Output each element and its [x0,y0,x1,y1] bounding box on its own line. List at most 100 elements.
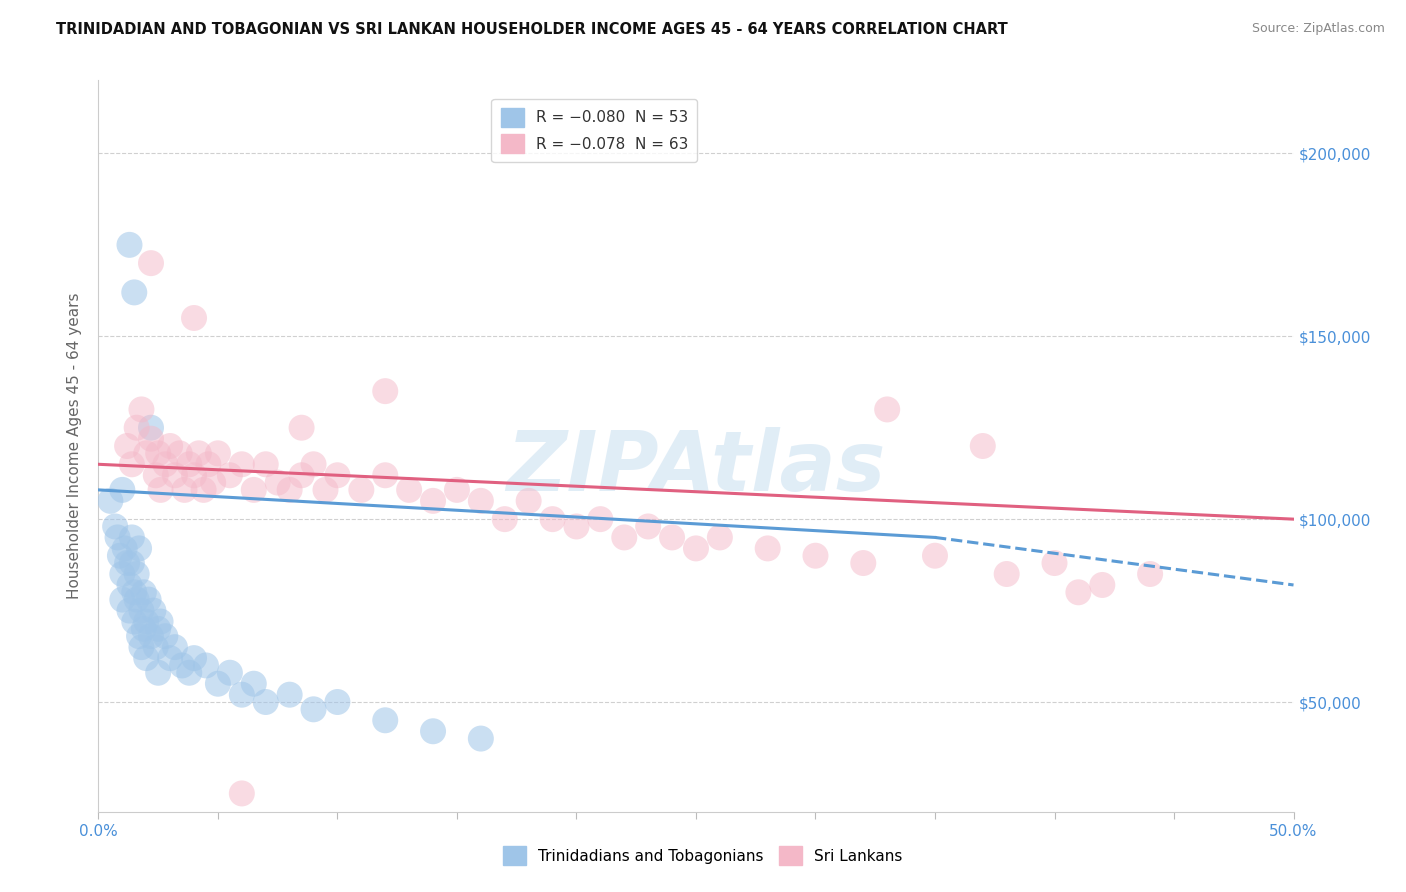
Point [115,556,138,570]
Point [326,468,349,483]
Point [108,549,131,563]
Point [172,658,194,673]
Point [104,519,127,533]
Point [142,603,165,617]
Point [924,549,946,563]
Point [131,402,153,417]
Point [470,493,492,508]
Point [159,651,181,665]
Point [121,530,143,544]
Point [852,556,875,570]
Point [193,483,215,497]
Point [876,402,898,417]
Point [111,567,134,582]
Y-axis label: Householder Income Ages 45 - 64 years: Householder Income Ages 45 - 64 years [67,293,83,599]
Point [159,439,181,453]
Point [219,665,242,680]
Point [125,567,148,582]
Text: TRINIDADIAN AND TOBAGONIAN VS SRI LANKAN HOUSEHOLDER INCOME AGES 45 - 64 YEARS C: TRINIDADIAN AND TOBAGONIAN VS SRI LANKAN… [56,22,1008,37]
Point [111,592,134,607]
Point [125,420,148,434]
Point [139,420,162,434]
Point [254,457,277,471]
Point [267,475,290,490]
Point [291,468,314,483]
Point [398,483,420,497]
Text: Source: ZipAtlas.com: Source: ZipAtlas.com [1251,22,1385,36]
Point [207,676,229,690]
Point [139,432,162,446]
Point [374,384,396,398]
Point [685,541,707,556]
Point [756,541,779,556]
Point [243,676,266,690]
Point [243,483,266,497]
Point [446,483,468,497]
Point [148,622,170,636]
Point [155,629,177,643]
Point [422,724,444,739]
Point [197,457,219,471]
Point [202,475,225,490]
Point [179,457,201,471]
Point [231,457,253,471]
Point [1043,556,1066,570]
Point [111,483,134,497]
Point [972,439,994,453]
Point [315,483,337,497]
Point [131,640,153,655]
Point [145,640,167,655]
Point [148,446,170,460]
Point [195,658,218,673]
Point [470,731,492,746]
Point [219,468,242,483]
Point [131,603,153,617]
Point [139,629,162,643]
Point [302,457,325,471]
Point [374,468,396,483]
Point [326,695,349,709]
Point [135,651,157,665]
Point [107,530,129,544]
Point [118,603,141,617]
Point [179,665,201,680]
Point [1139,567,1161,582]
Point [115,439,138,453]
Point [302,702,325,716]
Point [183,651,205,665]
Point [374,714,396,728]
Point [138,592,160,607]
Point [173,483,195,497]
Point [118,237,141,252]
Legend: Trinidadians and Tobagonians, Sri Lankans: Trinidadians and Tobagonians, Sri Lankan… [498,840,908,871]
Point [163,640,186,655]
Point [183,310,205,325]
Point [254,695,277,709]
Point [148,665,170,680]
Point [565,519,588,533]
Point [124,615,146,629]
Point [121,457,143,471]
Point [278,688,301,702]
Point [422,493,444,508]
Point [613,530,636,544]
Point [145,468,167,483]
Point [231,787,253,801]
Point [114,541,136,556]
Point [517,493,540,508]
Point [183,468,205,483]
Point [1067,585,1090,599]
Point [118,578,141,592]
Point [163,468,186,483]
Legend: R = −0.080  N = 53, R = −0.078  N = 63: R = −0.080 N = 53, R = −0.078 N = 63 [492,99,697,162]
Point [124,285,146,300]
Point [149,483,172,497]
Point [995,567,1018,582]
Point [128,629,150,643]
Point [661,530,683,544]
Point [128,541,150,556]
Point [132,585,155,599]
Point [291,420,314,434]
Point [804,549,827,563]
Point [135,615,157,629]
